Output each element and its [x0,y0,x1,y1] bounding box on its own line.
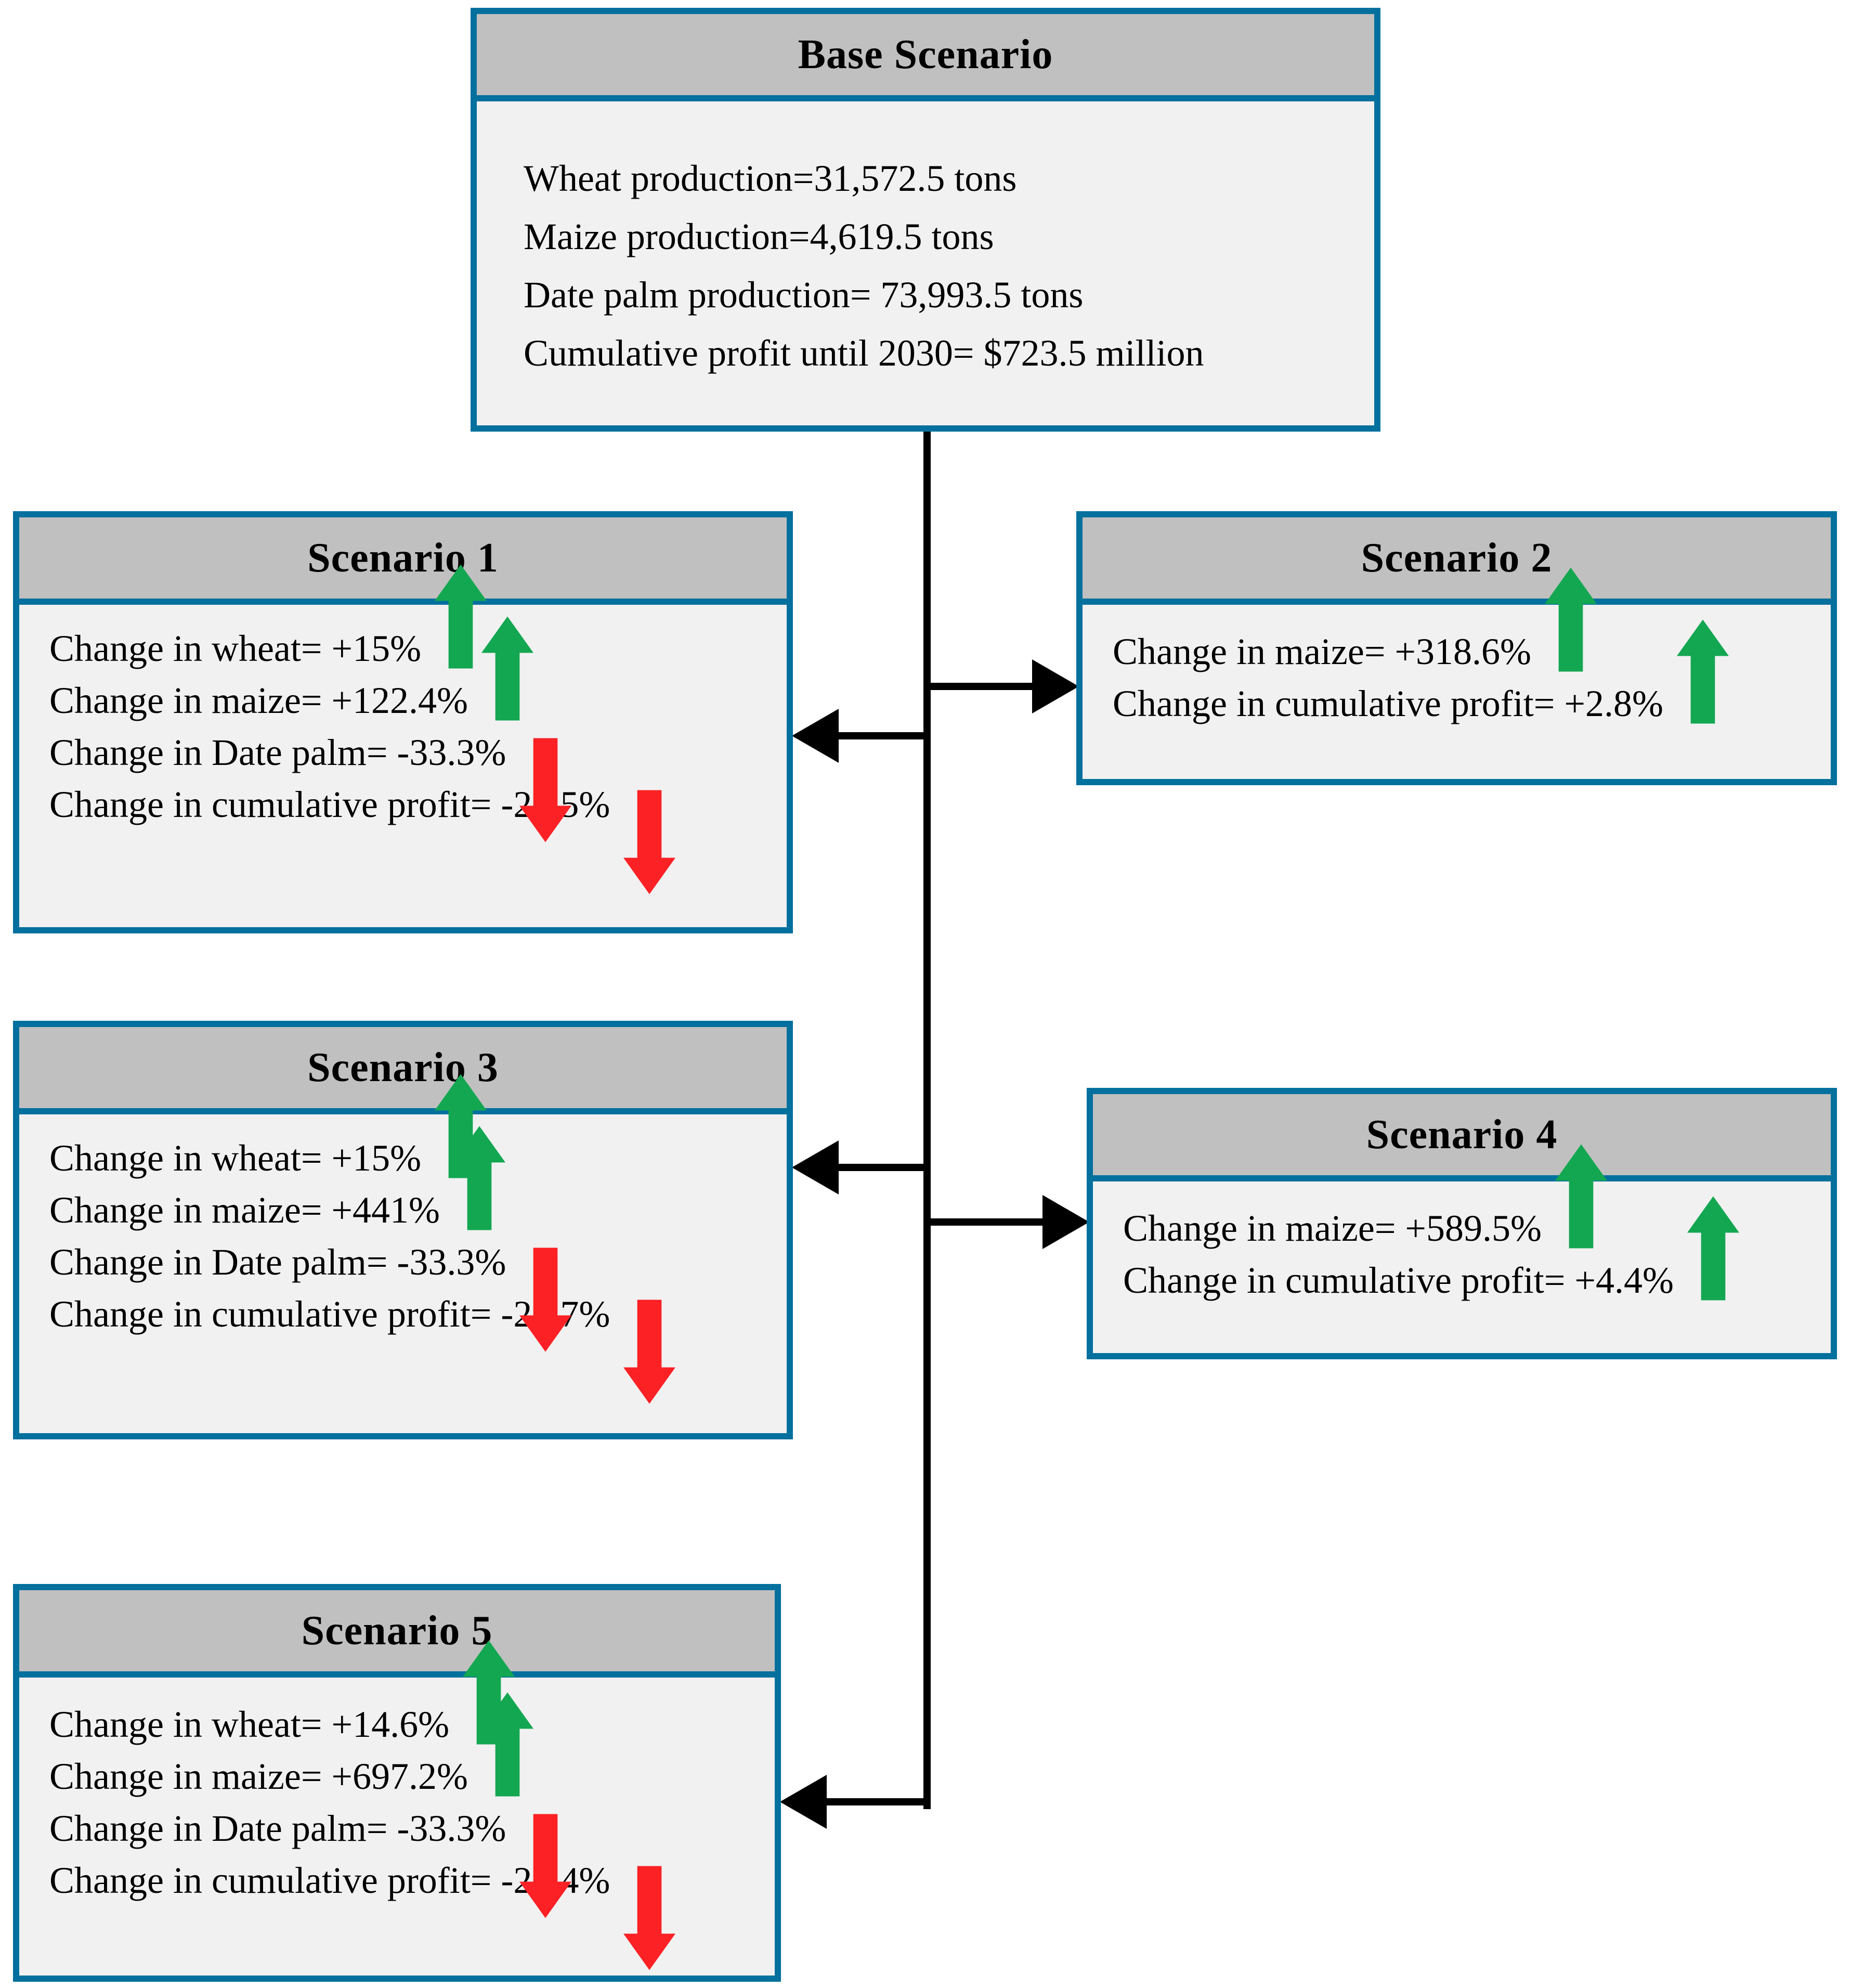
metric-line: Change in cumulative profit= -24.4% [49,1854,764,1970]
scenario-2-title: Scenario 2 [1083,517,1831,605]
down-arrow-icon [623,1865,676,1971]
arrowhead-right-icon [1042,1195,1089,1249]
metric-text: Change in cumulative profit= +2.8% [1113,682,1663,724]
up-arrow-icon [435,1073,487,1179]
metric-line: Change in Date palm= -33.3% [49,726,776,842]
metric-line: Change in maize= +589.5% [1123,1144,1820,1254]
metric-text: Change in Date palm= -33.3% [49,731,506,773]
production-line: Date palm production= 73,993.5 tons [524,266,1353,324]
scenario-4-title: Scenario 4 [1093,1094,1831,1181]
scenario-4-body: Change in maize= +589.5% Change in cumul… [1093,1144,1831,1306]
down-arrow-icon [519,1813,572,1919]
metric-text: Change in wheat= +15% [49,1137,422,1179]
up-arrow-icon [463,1639,515,1746]
scenario-2-body: Change in maize= +318.6% Change in cumul… [1083,567,1831,730]
up-arrow-icon [1545,566,1597,673]
metric-text: Change in maize= +697.2% [49,1755,468,1797]
metric-line: Change in wheat= +14.6% [49,1640,764,1750]
scenario-5-body: Change in wheat= +14.6% Change in maize=… [19,1640,775,1970]
metric-text: Change in wheat= +14.6% [49,1703,450,1745]
down-arrow-icon [623,789,676,895]
metric-text: Change in maize= +441% [49,1189,440,1231]
connector-branch-scenario-4 [931,1218,1044,1226]
metric-text: Change in Date palm= -33.3% [49,1807,506,1849]
scenario-1-title: Scenario 1 [19,517,787,605]
metric-text: Change in cumulative profit= -28.5% [49,783,610,825]
production-text: Cumulative profit until 2030= $723.5 mil… [524,332,1204,374]
scenario-5-title: Scenario 5 [19,1590,775,1678]
down-arrow-icon [519,737,572,843]
down-arrow-icon [519,1246,572,1353]
metric-line: Change in cumulative profit= -28.5% [49,778,776,894]
production-text: Date palm production= 73,993.5 tons [524,274,1084,316]
up-arrow-icon [481,1691,534,1798]
arrowhead-left-icon [792,709,839,763]
arrowhead-left-icon [780,1775,827,1829]
metric-line: Change in cumulative profit= +4.4% [1123,1196,1820,1306]
arrowhead-right-icon [1032,659,1079,713]
metric-line: Change in Date palm= -33.3% [49,1236,776,1352]
production-line: Wheat production=31,572.5 tons [524,149,1353,207]
production-line: Maize production=4,619.5 tons [524,207,1353,266]
up-arrow-icon [1676,618,1729,725]
metric-text: Change in maize= +589.5% [1123,1207,1542,1249]
production-text: Wheat production=31,572.5 tons [524,157,1017,199]
connector-branch-scenario-1 [837,732,931,739]
down-arrow-icon [623,1298,676,1405]
metric-text: Change in cumulative profit= +4.4% [1123,1259,1674,1301]
metric-line: Change in cumulative profit= -25.7% [49,1288,776,1404]
base-scenario-box: Base Scenario Wheat production=31,572.5 … [471,8,1380,432]
up-arrow-icon [1555,1143,1608,1250]
metric-text: Change in maize= +122.4% [49,679,468,721]
metric-text: Change in cumulative profit= -25.7% [49,1293,610,1335]
up-arrow-icon [435,563,487,670]
metric-line: Change in maize= +122.4% [49,616,776,726]
up-arrow-icon [1687,1195,1739,1302]
metric-line: Change in cumulative profit= +2.8% [1113,619,1820,730]
metric-text: Change in maize= +318.6% [1113,630,1532,672]
metric-line: Change in Date palm= -33.3% [49,1802,764,1918]
connector-branch-scenario-3 [837,1164,931,1171]
scenario-5-box: Scenario 5 Change in wheat= +14.6% Chang… [13,1584,781,1982]
up-arrow-icon [453,1125,506,1231]
metric-line: Change in wheat= +15% [49,1074,776,1184]
production-line: Cumulative profit until 2030= $723.5 mil… [524,324,1353,382]
metric-line: Change in maize= +318.6% [1113,567,1820,678]
scenario-3-box: Scenario 3 Change in wheat= +15% Change … [13,1021,793,1439]
scenario-3-body: Change in wheat= +15% Change in maize= +… [19,1074,787,1404]
production-text: Maize production=4,619.5 tons [524,215,994,257]
base-scenario-body: Wheat production=31,572.5 tons Maize pro… [477,101,1374,382]
base-scenario-title: Base Scenario [477,14,1374,101]
up-arrow-icon [481,615,534,722]
arrowhead-left-icon [792,1140,839,1194]
connector-branch-scenario-5 [826,1798,931,1805]
scenario-1-box: Scenario 1 Change in wheat= +15% Change … [13,511,793,933]
metric-line: Change in wheat= +15% [49,564,776,674]
scenario-4-box: Scenario 4 Change in maize= +589.5% Chan… [1087,1088,1837,1359]
metric-line: Change in maize= +441% [49,1126,776,1236]
metric-line: Change in maize= +697.2% [49,1692,764,1802]
scenario-1-body: Change in wheat= +15% Change in maize= +… [19,564,787,894]
metric-text: Change in Date palm= -33.3% [49,1241,506,1283]
scenario-3-title: Scenario 3 [19,1027,787,1114]
connector-spine [923,430,931,1809]
connector-branch-scenario-2 [931,683,1033,690]
scenario-2-box: Scenario 2 Change in maize= +318.6% Chan… [1076,511,1837,785]
metric-text: Change in cumulative profit= -24.4% [49,1859,610,1901]
metric-text: Change in wheat= +15% [49,627,422,669]
